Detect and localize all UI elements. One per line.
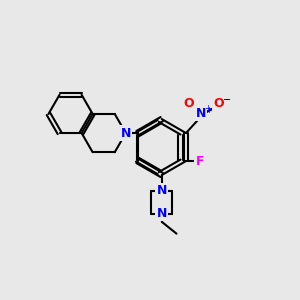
- Text: +: +: [204, 104, 211, 113]
- Text: N: N: [157, 207, 167, 220]
- Text: O: O: [182, 97, 192, 110]
- Text: −: −: [223, 95, 231, 105]
- Text: O: O: [183, 97, 194, 110]
- Text: −: −: [221, 95, 230, 105]
- Text: F: F: [196, 154, 204, 167]
- Text: N: N: [157, 211, 167, 224]
- Text: N: N: [157, 184, 167, 197]
- Text: N: N: [122, 127, 132, 140]
- Text: O: O: [213, 97, 224, 110]
- Text: N: N: [196, 107, 206, 120]
- Text: N: N: [197, 109, 207, 122]
- Text: F: F: [196, 154, 204, 167]
- Text: N: N: [121, 127, 131, 140]
- Text: +: +: [206, 106, 212, 115]
- Text: N: N: [157, 184, 167, 197]
- Text: O: O: [214, 97, 224, 110]
